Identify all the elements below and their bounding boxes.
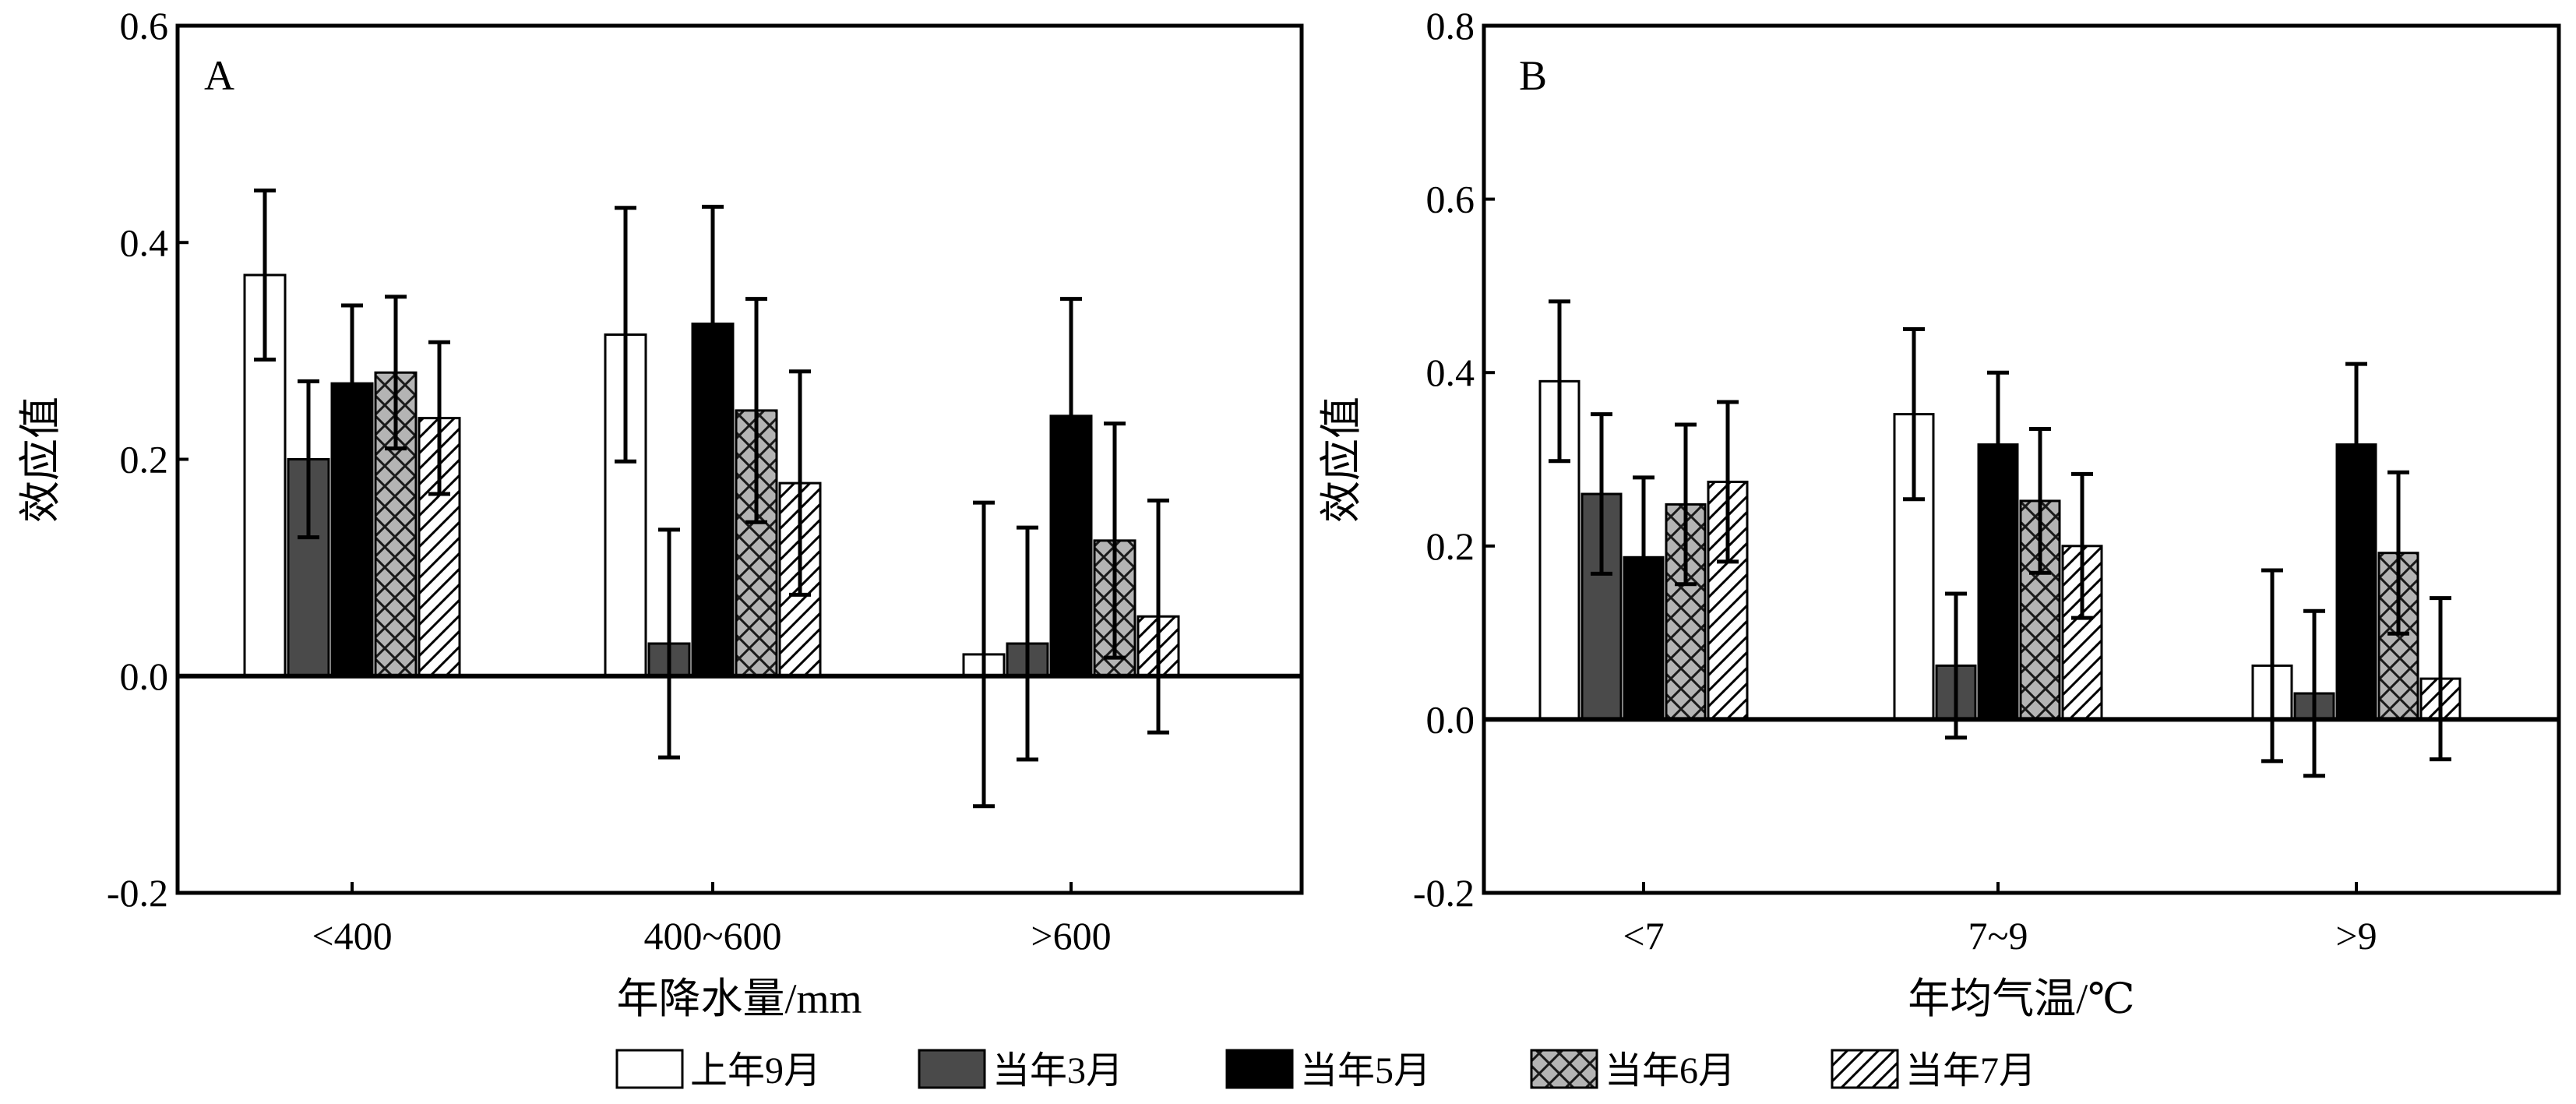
y-tick-label: 0.0 xyxy=(1426,697,1475,741)
legend-label: 上年9月 xyxy=(690,1050,821,1092)
x-tick-label: 400~600 xyxy=(643,914,781,958)
legend-label: 当年7月 xyxy=(1905,1050,2036,1092)
y-tick-label: 0.0 xyxy=(120,654,169,698)
legend-swatch-1 xyxy=(918,1049,986,1089)
x-tick-label: >600 xyxy=(1031,914,1111,958)
x-axis-label: 年均气温/℃ xyxy=(1908,975,2134,1022)
y-tick-label: 0.6 xyxy=(120,4,169,48)
legend-swatch-3 xyxy=(1530,1049,1598,1089)
bar xyxy=(2335,443,2377,721)
panel-label: B xyxy=(1519,52,1547,99)
legend-label: 当年6月 xyxy=(1605,1050,1736,1092)
legend-swatch-0 xyxy=(615,1049,684,1089)
legend-label: 当年5月 xyxy=(1300,1050,1431,1092)
y-axis-label: 效应值 xyxy=(17,397,64,523)
x-tick-label: 7~9 xyxy=(1968,914,2028,958)
y-tick-label: 0.4 xyxy=(120,220,169,264)
x-tick-label: >9 xyxy=(2335,914,2377,958)
y-tick-label: -0.2 xyxy=(1413,871,1475,915)
y-tick-label: 0.4 xyxy=(1426,351,1475,394)
legend-swatch-4 xyxy=(1831,1049,1899,1089)
x-tick-label: <400 xyxy=(312,914,392,958)
y-tick-label: 0.2 xyxy=(1426,524,1475,568)
y-axis-label: 效应值 xyxy=(1318,397,1365,523)
panel-label: A xyxy=(204,52,234,99)
legend-label: 当年3月 xyxy=(992,1050,1123,1092)
y-tick-label: 0.8 xyxy=(1426,4,1475,48)
y-tick-label: -0.2 xyxy=(107,871,168,915)
panel-a: A 效应值 年降水量/mm -0.2 0.0 0.2 0.4 0.6 <400 400~60… xyxy=(17,4,1304,1022)
y-tick-label: 0.2 xyxy=(120,438,169,481)
x-axis-label: 年降水量/mm xyxy=(616,975,862,1022)
legend: 上年9月 当年3月 当年5月 当年6月 当年7月 xyxy=(615,1049,2036,1092)
plot-frame xyxy=(1482,23,2561,895)
panel-b: B 效应值 年均气温/℃ -0.2 0.0 0.2 0.4 0.6 0.8 <7 7~9 >9 xyxy=(1318,4,2561,1022)
y-tick-label: 0.6 xyxy=(1426,178,1475,221)
x-tick-label: <7 xyxy=(1623,914,1664,958)
legend-swatch-2 xyxy=(1225,1049,1294,1089)
